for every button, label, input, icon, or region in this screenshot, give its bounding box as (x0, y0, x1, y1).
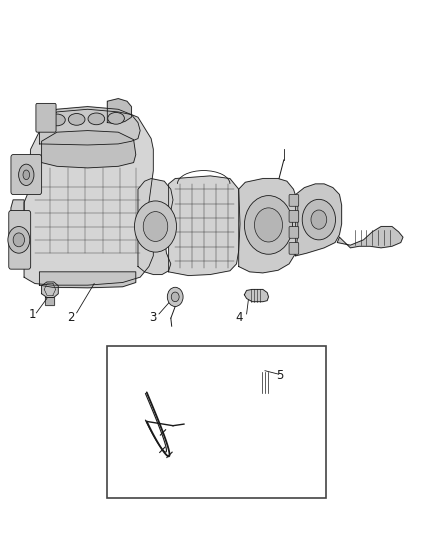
Ellipse shape (49, 114, 65, 126)
Circle shape (254, 208, 283, 242)
Polygon shape (296, 184, 342, 256)
Circle shape (13, 233, 25, 247)
Text: 5: 5 (276, 369, 283, 382)
Polygon shape (138, 179, 173, 274)
Ellipse shape (68, 114, 85, 125)
Text: 1: 1 (28, 308, 36, 321)
Polygon shape (107, 99, 131, 124)
Circle shape (244, 196, 293, 254)
Circle shape (134, 201, 177, 252)
Ellipse shape (88, 113, 105, 125)
Circle shape (8, 227, 30, 253)
Text: 2: 2 (67, 311, 75, 324)
FancyBboxPatch shape (289, 227, 299, 238)
FancyBboxPatch shape (11, 155, 42, 195)
Polygon shape (39, 272, 136, 288)
Polygon shape (42, 131, 136, 168)
Circle shape (167, 287, 183, 306)
FancyBboxPatch shape (9, 211, 31, 269)
Ellipse shape (18, 164, 34, 185)
Polygon shape (256, 372, 274, 392)
Bar (107, 346, 326, 498)
Polygon shape (39, 107, 140, 145)
Circle shape (311, 210, 327, 229)
FancyBboxPatch shape (289, 195, 299, 206)
FancyBboxPatch shape (36, 103, 56, 132)
Polygon shape (244, 289, 268, 302)
Polygon shape (239, 179, 298, 273)
Text: 3: 3 (150, 311, 157, 324)
Polygon shape (11, 200, 24, 248)
FancyBboxPatch shape (289, 211, 299, 222)
Text: 4: 4 (235, 311, 243, 324)
Polygon shape (24, 109, 153, 285)
Ellipse shape (23, 170, 29, 180)
Polygon shape (143, 368, 148, 380)
Circle shape (171, 292, 179, 302)
Circle shape (143, 212, 168, 241)
Polygon shape (169, 176, 240, 276)
Polygon shape (138, 380, 150, 392)
Polygon shape (45, 297, 54, 305)
Circle shape (302, 199, 336, 240)
Ellipse shape (108, 112, 124, 124)
FancyBboxPatch shape (289, 243, 299, 254)
Polygon shape (42, 282, 58, 297)
Polygon shape (337, 227, 403, 248)
